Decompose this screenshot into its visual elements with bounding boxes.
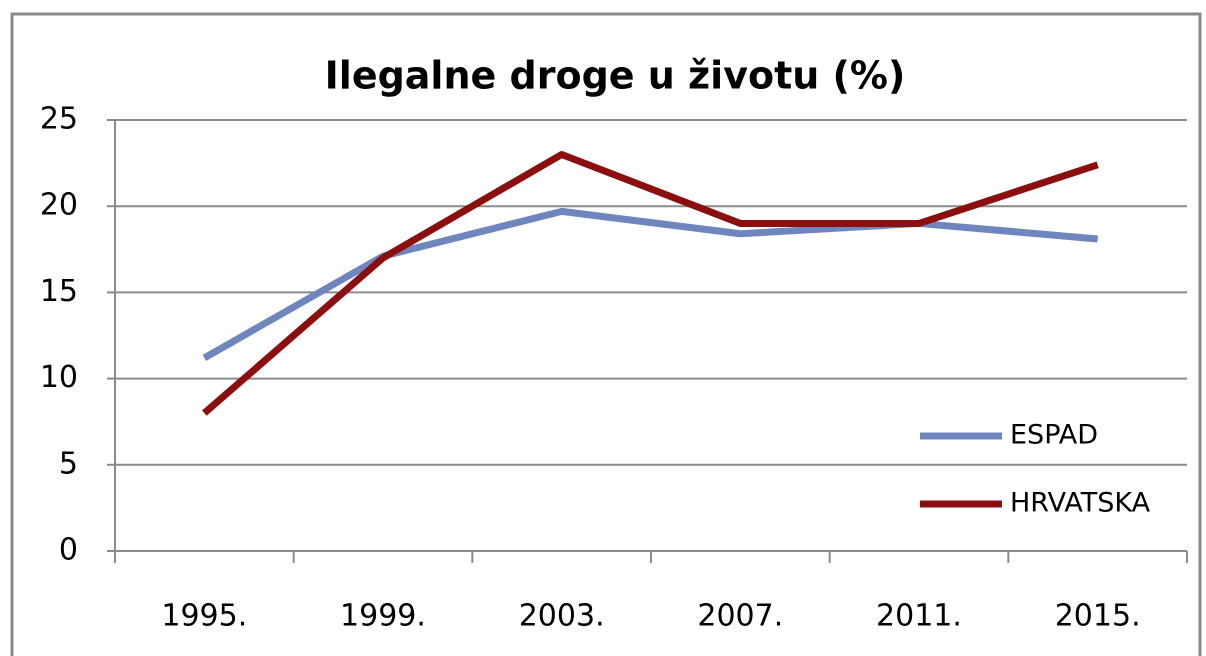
y-tick-label: 25 (40, 102, 78, 137)
y-tick-label: 5 (59, 446, 78, 481)
data-line (202, 207, 1098, 361)
x-tick-label: 2003. (519, 599, 605, 634)
y-tick-label: 0 (59, 533, 78, 568)
x-tick-label: 2011. (876, 599, 962, 634)
legend-label: ESPAD (1010, 420, 1098, 451)
x-tick-label: 1995. (161, 599, 247, 634)
y-tick-label: 10 (40, 360, 78, 395)
y-tick-label: 20 (40, 188, 78, 223)
x-tick-label: 1999. (340, 599, 426, 634)
x-tick-label: 2007. (697, 599, 783, 634)
y-tick-label: 15 (40, 274, 78, 309)
x-tick-label: 2015. (1055, 599, 1141, 634)
chart-title: Ilegalne droge u životu (%) (325, 54, 906, 98)
legend-label: HRVATSKA (1010, 488, 1151, 519)
data-line (202, 150, 1099, 416)
chart-frame (10, 12, 1202, 656)
